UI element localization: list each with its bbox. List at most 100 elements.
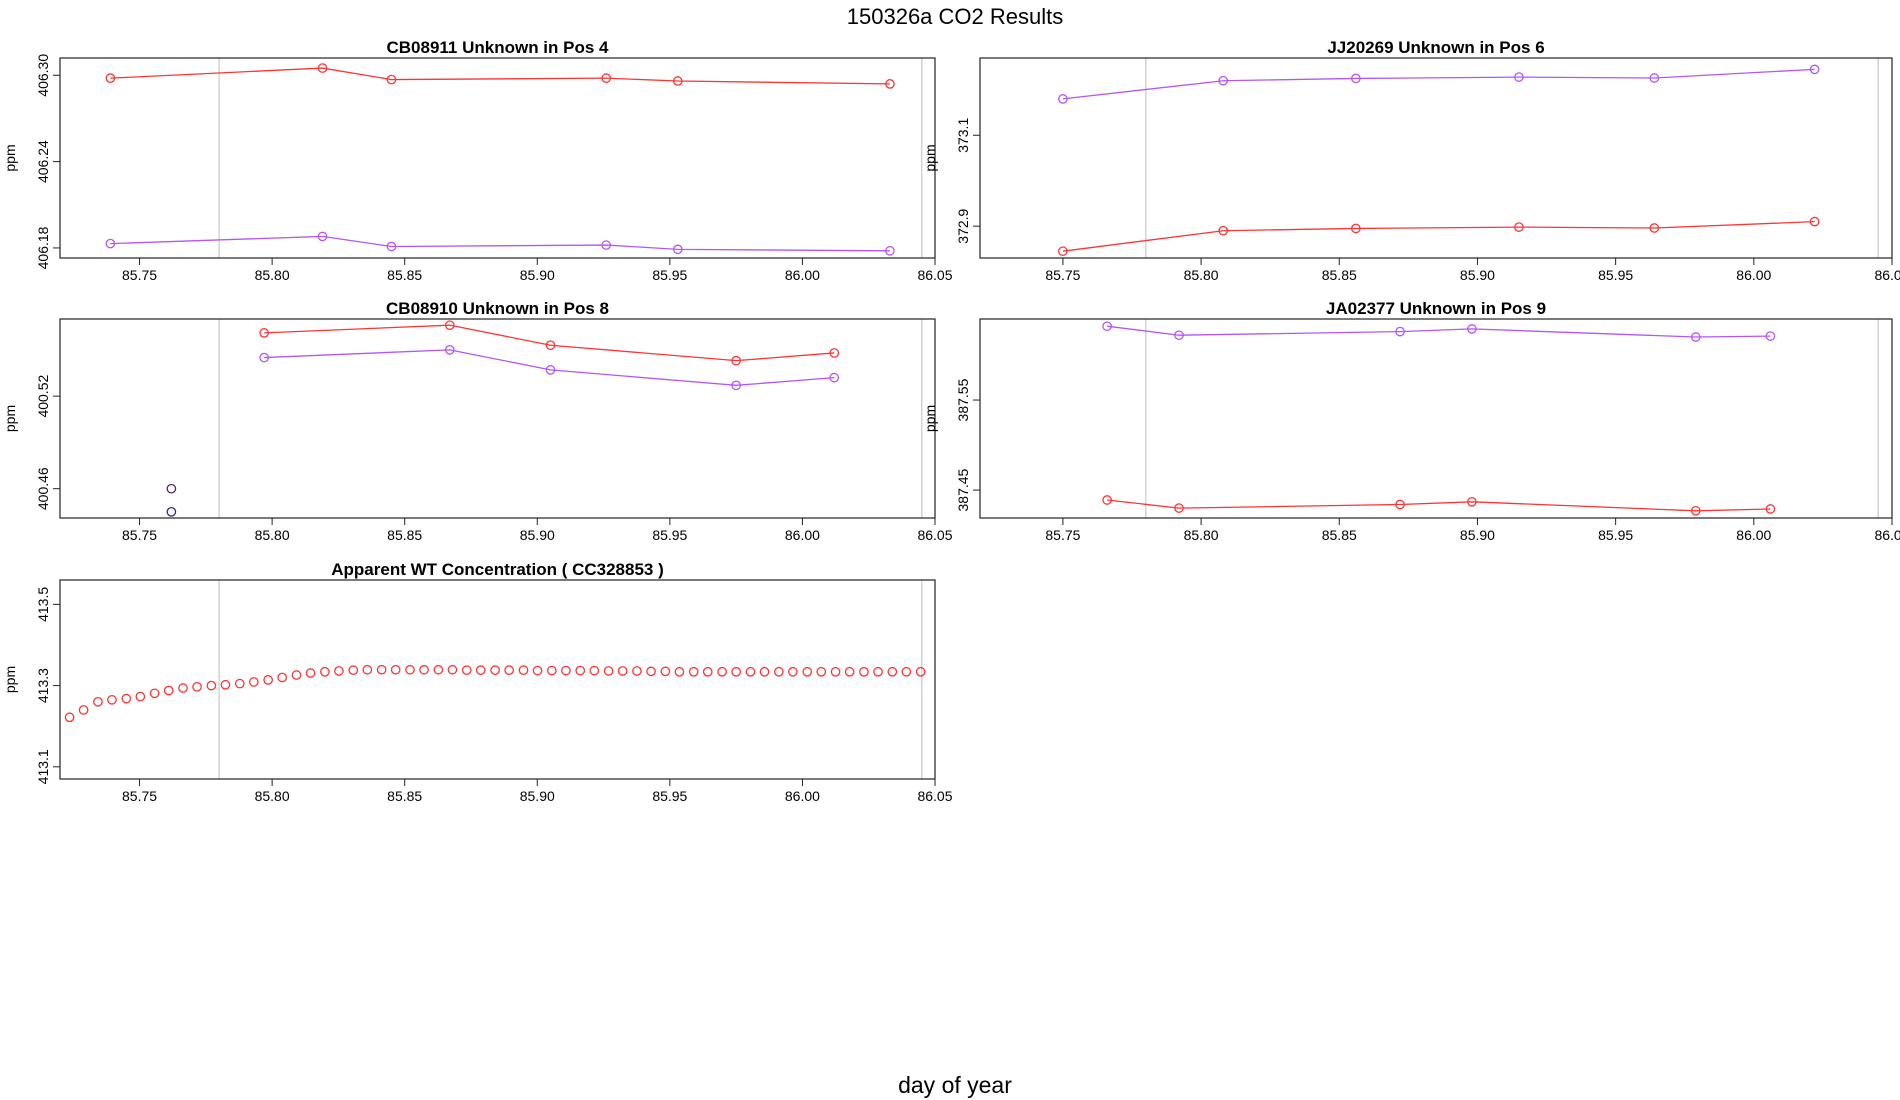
data-point — [731, 355, 741, 366]
data-point — [802, 666, 813, 677]
x-tick-label: 85.95 — [652, 267, 687, 283]
y-axis-label: ppm — [2, 666, 18, 693]
data-point — [305, 668, 316, 678]
data-point — [277, 672, 288, 683]
x-tick-label: 85.75 — [122, 527, 157, 543]
data-point — [702, 666, 713, 677]
data-point — [1765, 504, 1776, 514]
data-point — [1809, 64, 1820, 75]
data-point — [688, 666, 699, 677]
data-point — [816, 666, 827, 677]
series-early-purple — [166, 506, 177, 517]
data-point — [632, 666, 642, 676]
data-point — [603, 666, 614, 676]
data-point — [518, 665, 529, 676]
y-axis-label: ppm — [922, 405, 938, 432]
data-point — [1467, 496, 1477, 507]
x-tick-label: 85.80 — [255, 267, 290, 283]
data-point — [166, 506, 177, 517]
x-tick-label: 85.90 — [520, 788, 555, 804]
data-point — [390, 664, 401, 675]
series-line — [110, 235, 890, 252]
data-point — [178, 683, 188, 693]
y-tick-label: 406.18 — [35, 226, 51, 269]
plot-box — [979, 318, 1893, 519]
series-line — [1062, 68, 1815, 100]
series-purple — [1058, 64, 1820, 104]
panel-title: Apparent WT Concentration ( CC328853 ) — [331, 560, 664, 579]
data-point — [545, 340, 556, 351]
x-tick-label: 86.00 — [785, 788, 820, 804]
series-red — [1102, 495, 1776, 516]
data-point — [490, 665, 500, 676]
data-point — [788, 666, 798, 677]
y-tick-label: 372.9 — [955, 208, 971, 243]
series-early-red — [166, 483, 177, 494]
x-tick-label: 85.80 — [255, 527, 290, 543]
data-point — [444, 320, 455, 331]
data-point — [547, 665, 557, 676]
data-point — [192, 681, 202, 692]
data-point — [830, 666, 841, 677]
series-line — [1107, 499, 1771, 512]
data-point — [717, 666, 727, 677]
data-point — [433, 664, 444, 675]
data-point — [1649, 73, 1660, 83]
x-tick-label: 85.95 — [1598, 267, 1633, 283]
plot-box — [59, 318, 936, 519]
series-line — [1062, 220, 1815, 252]
data-point — [248, 677, 259, 687]
plot-box — [59, 579, 936, 780]
series-purple — [1102, 321, 1776, 342]
x-tick-label: 86.05 — [917, 527, 952, 543]
y-tick-label: 400.46 — [35, 467, 51, 510]
data-point — [532, 665, 543, 676]
x-tick-label: 86.00 — [1736, 267, 1771, 283]
x-axis-label: day of year — [898, 1072, 1012, 1098]
data-point — [731, 666, 741, 677]
data-point — [674, 666, 685, 677]
data-point — [601, 240, 612, 250]
x-tick-label: 85.80 — [1184, 527, 1219, 543]
y-tick-label: 406.30 — [35, 54, 51, 97]
data-point — [166, 483, 177, 494]
data-point — [1395, 499, 1405, 510]
data-point — [149, 688, 160, 699]
data-point — [320, 666, 330, 677]
series-line — [264, 324, 835, 362]
y-tick-label: 387.55 — [955, 378, 971, 421]
data-point — [646, 666, 656, 677]
data-point — [617, 666, 628, 676]
x-tick-label: 85.75 — [1045, 267, 1080, 283]
y-axis-label: ppm — [2, 405, 18, 432]
x-tick-label: 85.90 — [520, 527, 555, 543]
series-line — [110, 67, 890, 85]
data-point — [105, 238, 116, 249]
data-point — [1058, 246, 1068, 257]
panel-p1: CB08911 Unknown in Pos 4 85.75 85.80 85.85 8… — [2, 38, 953, 283]
plot-box — [59, 57, 936, 259]
y-tick-label: 373.1 — [955, 118, 971, 153]
data-point — [1690, 332, 1701, 342]
data-point — [504, 665, 515, 676]
data-point — [419, 664, 429, 675]
y-tick-label: 406.24 — [35, 140, 51, 183]
x-tick-label: 85.75 — [1045, 527, 1080, 543]
x-tick-label: 85.85 — [1322, 267, 1357, 283]
data-point — [887, 666, 898, 677]
data-point — [475, 665, 486, 676]
data-point — [334, 666, 344, 676]
data-point — [386, 241, 397, 252]
data-point — [263, 675, 273, 685]
data-point — [901, 666, 912, 677]
plot-box — [979, 57, 1893, 259]
x-tick-label: 85.95 — [652, 788, 687, 804]
data-point — [731, 380, 741, 391]
data-point — [107, 694, 117, 705]
data-point — [1102, 321, 1112, 332]
panel-p5: Apparent WT Concentration ( CC328853 ) 85… — [2, 560, 953, 804]
data-point — [1351, 223, 1361, 234]
x-tick-label: 85.80 — [1184, 267, 1219, 283]
data-point — [1174, 503, 1184, 513]
